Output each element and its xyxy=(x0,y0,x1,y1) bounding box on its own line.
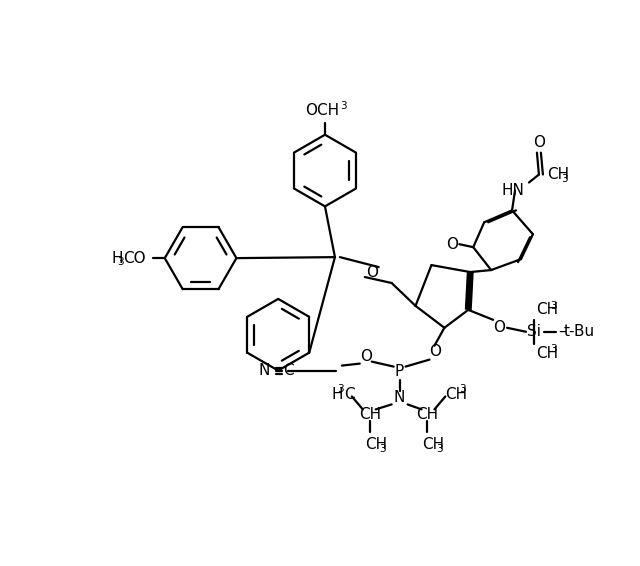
Text: CH: CH xyxy=(365,437,387,452)
Text: CO: CO xyxy=(123,251,145,265)
Text: 3: 3 xyxy=(117,257,124,267)
Text: 3: 3 xyxy=(340,101,347,111)
Text: N: N xyxy=(394,390,405,405)
Text: P: P xyxy=(395,364,404,379)
Text: O: O xyxy=(365,264,378,280)
Text: CH: CH xyxy=(536,302,558,318)
Text: Si: Si xyxy=(527,324,541,339)
Text: C: C xyxy=(344,387,355,402)
Text: O: O xyxy=(446,237,458,252)
Text: 3: 3 xyxy=(379,444,385,454)
Text: O: O xyxy=(533,135,545,150)
Text: H: H xyxy=(111,251,122,265)
Text: CH: CH xyxy=(422,437,445,452)
Text: t-Bu: t-Bu xyxy=(564,324,595,339)
Text: O: O xyxy=(429,344,442,359)
Text: O: O xyxy=(360,349,372,364)
Text: HN: HN xyxy=(502,183,525,198)
Text: 3: 3 xyxy=(436,444,443,454)
Text: CH: CH xyxy=(358,407,381,422)
Text: CH: CH xyxy=(536,346,558,361)
Text: 3: 3 xyxy=(561,174,568,183)
Text: H: H xyxy=(332,387,344,402)
Text: 3: 3 xyxy=(550,344,557,354)
Text: –: – xyxy=(558,324,566,339)
Text: OCH: OCH xyxy=(305,104,339,118)
Text: 3: 3 xyxy=(550,301,557,311)
Text: CH: CH xyxy=(547,167,569,182)
Text: 3: 3 xyxy=(460,384,466,395)
Text: CH: CH xyxy=(445,387,467,402)
Text: N: N xyxy=(259,363,270,378)
Text: C: C xyxy=(283,363,294,378)
Text: 3: 3 xyxy=(337,384,344,395)
Text: CH: CH xyxy=(417,407,438,422)
Text: O: O xyxy=(493,320,505,335)
